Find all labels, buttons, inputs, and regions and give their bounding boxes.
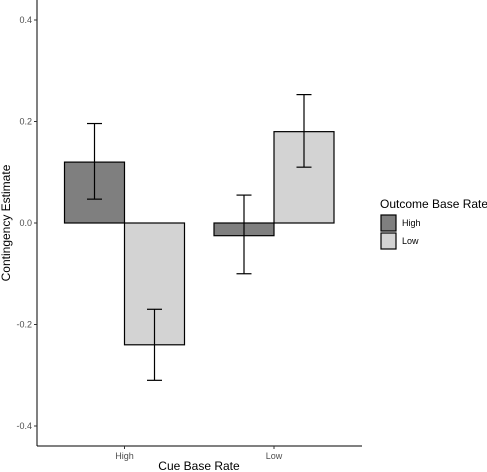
x-ticks: High Low	[115, 446, 283, 461]
y-ticks: -0.4 -0.2 0.0 0.2 0.4	[16, 15, 37, 431]
x-axis-title: Cue Base Rate	[158, 459, 240, 472]
legend-label-low: Low	[402, 236, 419, 246]
y-tick-label: 0.0	[19, 218, 32, 228]
y-tick-label: -0.2	[16, 320, 32, 330]
y-tick-label: 0.2	[19, 117, 32, 127]
x-tick-label: High	[115, 451, 134, 461]
legend: Outcome Base Rate High Low	[380, 197, 487, 250]
y-axis-title: Contingency Estimate	[0, 164, 13, 281]
legend-label-high: High	[402, 218, 421, 228]
legend-title: Outcome Base Rate	[380, 197, 487, 211]
plot-area	[63, 94, 335, 381]
legend-key-high	[380, 214, 397, 232]
legend-key-low	[380, 232, 397, 250]
y-tick-label: 0.4	[19, 15, 32, 25]
x-tick-label: Low	[266, 451, 283, 461]
y-tick-label: -0.4	[16, 421, 32, 431]
